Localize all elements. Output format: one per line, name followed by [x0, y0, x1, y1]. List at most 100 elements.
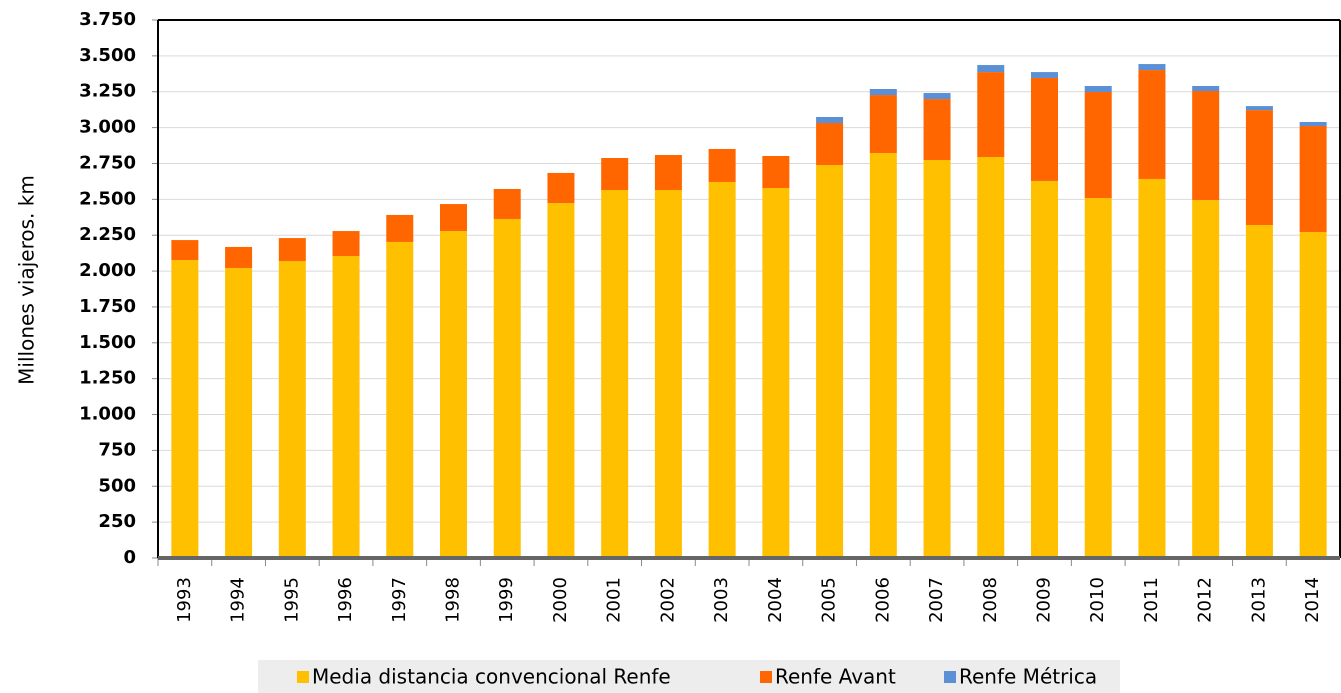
- x-tick-label: 1999: [496, 577, 517, 623]
- bar-segment: [816, 123, 844, 166]
- bar-segment: [1299, 232, 1327, 558]
- bar-segment: [1245, 225, 1273, 559]
- bar-segment: [440, 204, 467, 232]
- bar-segment: [1031, 72, 1058, 78]
- y-tick-label: 0: [123, 547, 136, 568]
- bar-segment: [601, 158, 629, 191]
- y-tick-label: 2.750: [79, 152, 136, 173]
- x-tick-label: 2013: [1248, 577, 1269, 623]
- bar-segment: [762, 156, 790, 188]
- bar-segment: [977, 157, 1005, 558]
- bar-segment: [1192, 200, 1220, 558]
- bar-segment: [1031, 180, 1058, 558]
- legend-box: [258, 660, 1120, 693]
- bar-segment: [171, 240, 199, 261]
- bar-segment: [171, 260, 199, 558]
- bar-segment: [332, 256, 360, 558]
- bar-segment: [869, 95, 897, 153]
- bar-segment: [493, 189, 521, 219]
- x-tick-label: 2006: [872, 577, 893, 623]
- x-tick-label: 2008: [980, 577, 1001, 623]
- bar-segment: [708, 181, 736, 558]
- bar-segment: [654, 190, 682, 558]
- bar-segment: [1138, 178, 1166, 558]
- bar-segment: [1245, 106, 1273, 111]
- y-tick-label: 1.000: [79, 404, 136, 425]
- bar-segment: [547, 203, 575, 558]
- x-tick-label: 1993: [174, 577, 195, 623]
- bar-segment: [225, 268, 253, 558]
- bar-segment: [278, 261, 306, 558]
- x-tick-label: 2001: [604, 577, 625, 623]
- legend-swatch: [760, 671, 772, 683]
- y-tick-label: 3.750: [79, 9, 136, 30]
- x-tick-label: 2005: [819, 577, 840, 623]
- bar-segment: [278, 238, 306, 262]
- y-tick-label: 2.500: [79, 188, 136, 209]
- y-tick-label: 1.500: [79, 332, 136, 353]
- bar-segment: [547, 172, 575, 204]
- y-tick-label: 3.000: [79, 117, 136, 138]
- x-tick-label: 2009: [1034, 577, 1055, 623]
- bar-segment: [1299, 122, 1327, 127]
- legend-label: Renfe Avant: [775, 665, 896, 689]
- x-tick-label: 1996: [335, 577, 356, 623]
- x-tick-label: 1997: [389, 577, 410, 623]
- x-tick-label: 2010: [1087, 577, 1108, 623]
- bar-segment: [386, 241, 414, 558]
- x-tick-label: 2011: [1141, 577, 1162, 623]
- bar-segment: [440, 231, 467, 558]
- bar-segment: [923, 160, 951, 558]
- bar-segment: [762, 187, 790, 559]
- legend-label: Renfe Métrica: [959, 665, 1097, 689]
- y-tick-label: 1.750: [79, 296, 136, 317]
- bar-segment: [1138, 64, 1166, 71]
- bar-segment: [977, 72, 1005, 158]
- x-tick-label: 1998: [443, 577, 464, 623]
- y-tick-label: 3.500: [79, 45, 136, 66]
- x-tick-label: 2014: [1302, 577, 1323, 623]
- y-tick-label: 3.250: [79, 81, 136, 102]
- y-tick-label: 250: [98, 511, 136, 532]
- bar-segment: [816, 116, 844, 124]
- x-tick-label: 2000: [550, 577, 571, 623]
- bar-segment: [977, 65, 1005, 73]
- bar-segment: [1245, 110, 1273, 226]
- bar-segment: [1084, 198, 1112, 559]
- bar-segment: [601, 190, 629, 558]
- legend-swatch: [297, 671, 309, 683]
- y-tick-label: 2.250: [79, 224, 136, 245]
- x-tick-label: 1994: [228, 577, 249, 623]
- bar-segment: [1299, 126, 1327, 233]
- x-tick-label: 2012: [1195, 577, 1216, 623]
- bar-segment: [332, 231, 360, 257]
- bar-segment: [225, 246, 253, 269]
- y-tick-label: 2.000: [79, 260, 136, 281]
- bar-segment: [1138, 70, 1166, 179]
- x-tick-label: 2007: [926, 577, 947, 623]
- y-tick-label: 750: [98, 439, 136, 460]
- x-tick-label: 2004: [765, 577, 786, 623]
- bar-segment: [1192, 91, 1220, 201]
- y-tick-label: 500: [98, 475, 136, 496]
- bar-segment: [1192, 85, 1220, 92]
- bar-segment: [386, 214, 414, 242]
- x-tick-label: 2003: [711, 577, 732, 623]
- legend-swatch: [944, 671, 956, 683]
- bar-segment: [654, 155, 682, 191]
- bar-segment: [493, 218, 521, 558]
- bar-segment: [869, 152, 897, 559]
- x-tick-label: 1995: [281, 577, 302, 623]
- legend-label: Media distancia convencional Renfe: [312, 665, 671, 689]
- y-axis-label: Millones viajeros. km: [15, 175, 39, 385]
- bar-segment: [816, 165, 844, 558]
- x-tick-label: 2002: [657, 577, 678, 623]
- bar-segment: [1084, 92, 1112, 199]
- bar-segment: [923, 99, 951, 161]
- bar-segment: [708, 148, 736, 182]
- bar-segment: [1031, 77, 1058, 181]
- bar-segment: [1084, 85, 1112, 93]
- bar-segment: [923, 93, 951, 100]
- bar-segment: [869, 89, 897, 96]
